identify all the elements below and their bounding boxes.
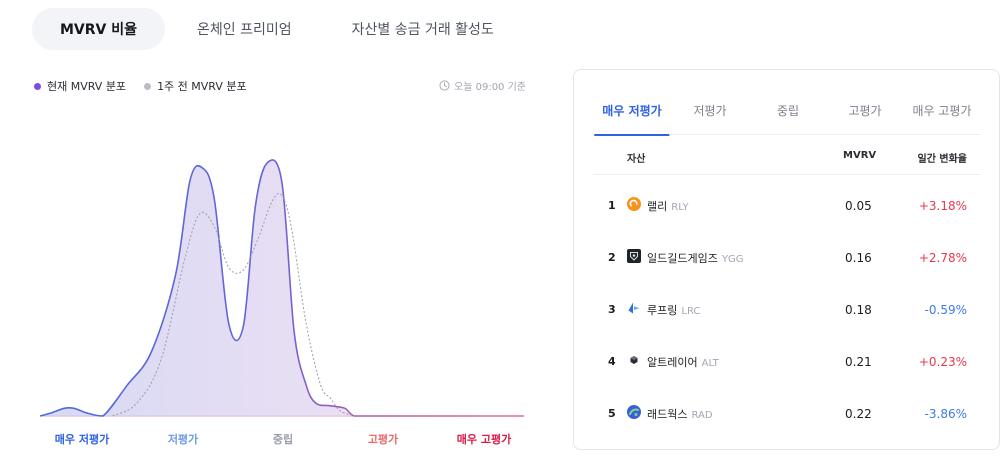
zone-label-undervalued: 저평가 [167,433,199,446]
legend-dot-week-ago [144,82,152,90]
panel-tab-overvalued[interactable]: 고평가 [848,104,882,118]
column-header-asset: 자산 [627,154,646,165]
panel-tab-neutral[interactable]: 중립 [776,104,800,118]
series-line-current [40,159,524,417]
lrc-coin-icon [628,302,640,314]
rad-coin-icon [627,405,641,419]
panel-tab-undervalued[interactable]: 저평가 [693,104,727,118]
asset-mvrv: 0.05 [845,199,872,213]
legend-label-current: 현재 MVRV 분포 [47,80,127,93]
top-tab-bar: MVRV 비율 온체인 프리미엄 자산별 송금 거래 활성도 [32,8,522,50]
asset-mvrv: 0.22 [845,407,872,421]
zone-label-very-overvalued: 매우 고평가 [456,433,512,446]
asset-change: +0.23% [918,355,967,369]
row-rank: 2 [608,251,616,264]
asset-name: 랠리 RLY [647,200,689,213]
panel-tab-very-overvalued[interactable]: 매우 고평가 [912,104,972,118]
asset-name: 일드길드게임즈 YGG [647,252,744,265]
row-rank: 5 [608,407,616,420]
asset-change: -0.59% [924,303,967,317]
table-header: 자산 MVRV 일간 변화율 [593,136,981,175]
column-header-change: 일간 변화율 [917,154,967,165]
legend-dot-current [34,82,41,90]
mvrv-distribution-chart [40,159,524,417]
asset-symbol: ALT [701,358,719,369]
table-row[interactable]: 3 루프링 LRC 0.18 -0.59% [593,294,981,324]
row-rank: 3 [608,303,616,316]
panel-tab-very-undervalued[interactable]: 매우 저평가 [594,96,671,136]
asset-name: 래드웍스 RAD [647,408,713,421]
series-area-current [40,159,524,416]
table-row[interactable]: 5 래드웍스 RAD 0.22 -3.86% [593,398,981,428]
legend-item-current: 현재 MVRV 분포 [34,78,126,94]
asset-change: +2.78% [918,251,967,265]
legend-item-week-ago: 1주 전 MVRV 분포 [144,78,247,94]
tab-transfer-activity[interactable]: 자산별 송금 거래 활성도 [351,22,494,38]
legend-label-week-ago: 1주 전 MVRV 분포 [157,80,247,93]
asset-mvrv: 0.16 [845,251,872,265]
asset-name: 루프링 LRC [647,304,701,317]
asset-mvrv: 0.21 [845,355,872,369]
ranking-panel: 매우 저평가 저평가 중립 고평가 매우 고평가 자산 MVRV 일간 변화율 … [573,69,1000,450]
tab-mvrv-ratio[interactable]: MVRV 비율 [32,8,166,50]
column-header-mvrv: MVRV [843,150,877,161]
tab-onchain-premium[interactable]: 온체인 프리미엄 [197,22,292,38]
asset-symbol: LRC [681,306,701,317]
row-rank: 4 [608,355,616,368]
asset-mvrv: 0.18 [845,303,872,317]
asset-symbol: RAD [691,410,713,421]
alt-coin-icon [630,356,638,364]
asset-change: +3.18% [918,199,967,213]
asset-symbol: RLY [671,202,689,213]
table-row[interactable]: 1 랠리 RLY 0.05 +3.18% [593,190,981,220]
table-row[interactable]: 4 알트레이어 ALT 0.21 +0.23% [593,346,981,376]
chart-legend: 현재 MVRV 분포 1주 전 MVRV 분포 [34,78,265,94]
asset-change: -3.86% [924,407,967,421]
row-rank: 1 [608,199,616,212]
ygg-coin-icon [627,249,641,263]
asset-symbol: YGG [721,254,744,265]
zone-label-axis: 매우 저평가 저평가 중립 고평가 매우 고평가 [40,431,528,449]
series-line-week-ago [112,192,355,417]
panel-tab-bar: 매우 저평가 저평가 중립 고평가 매우 고평가 [593,96,981,136]
rly-coin-icon [627,197,641,211]
zone-label-overvalued: 고평가 [367,433,399,446]
zone-label-very-undervalued: 매우 저평가 [54,433,110,446]
timestamp-text: 오늘 09:00 기준 [454,82,526,93]
clock-icon [439,80,450,91]
timestamp: 오늘 09:00 기준 [439,78,526,93]
table-row[interactable]: 2 일드길드게임즈 YGG 0.16 +2.78% [593,242,981,272]
asset-name: 알트레이어 ALT [647,356,719,369]
zone-label-neutral: 중립 [272,433,294,446]
